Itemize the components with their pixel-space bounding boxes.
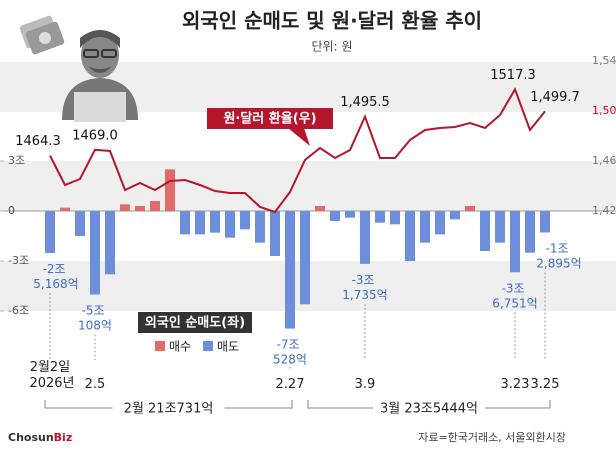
logo-part: Biz: [54, 431, 73, 444]
value-label: -5조 108억: [78, 303, 112, 332]
bar: [345, 211, 355, 218]
bar: [525, 211, 535, 253]
legend-box: [138, 312, 252, 333]
value-label: 1,495.5: [340, 95, 390, 110]
bar: [270, 211, 280, 256]
legend-label: 원·달러 환율(우): [223, 111, 316, 127]
bar: [450, 211, 460, 220]
legend-swatch: [203, 341, 213, 351]
bar: [225, 211, 235, 238]
logo: ChosunBiz: [8, 431, 72, 444]
legend-swatch: [155, 341, 165, 351]
bar: [255, 211, 265, 243]
x-tick-label: 2.5: [85, 377, 106, 392]
x-tick-label: 3.23: [501, 377, 530, 392]
bar: [195, 211, 205, 235]
y-tick-label: 3조: [8, 154, 25, 167]
bar: [510, 211, 520, 273]
bar: [435, 211, 445, 235]
bar: [465, 206, 475, 211]
chart-title: 외국인 순매도 및 원·달러 환율 추이: [182, 9, 482, 33]
bar: [75, 211, 85, 236]
line: [49, 87, 546, 214]
callout-pointer: [288, 128, 310, 146]
y2-tick-label: 1,500: [592, 104, 616, 117]
x-tick-label: 3.9: [355, 377, 376, 392]
value-label: -7조 528억: [273, 337, 307, 366]
bar: [90, 211, 100, 295]
bar: [285, 211, 295, 329]
bracket-gap: [112, 400, 225, 416]
y2-tick-label: 1,420: [592, 204, 616, 217]
bar: [165, 169, 175, 211]
bar: [210, 211, 220, 233]
band: [0, 161, 616, 211]
bar: [360, 211, 370, 264]
bar: [180, 211, 190, 235]
bar: [240, 211, 250, 230]
period-total: 2월 21조731억: [124, 402, 214, 417]
bar: [405, 211, 415, 261]
bar: [60, 207, 70, 211]
bar: [390, 211, 400, 225]
legend-label: 매수: [169, 340, 191, 354]
bracket-gap: [373, 400, 485, 416]
source: 자료=한국거래소, 서울외환시장: [418, 431, 566, 444]
illustration: [19, 15, 138, 122]
bar: [150, 201, 160, 211]
value-label: -2조 5,168억: [33, 261, 78, 290]
value-label: 1,499.7: [530, 90, 580, 105]
period-total: 3월 23조5444억: [380, 402, 478, 417]
y-tick-label: 0: [8, 204, 15, 217]
x-tick-label: 2월2일 2026년: [29, 360, 74, 391]
y2-tick-label: 1,540: [592, 54, 616, 67]
x-tick-label: 2.27: [276, 377, 305, 392]
y-tick-label: -6조: [8, 304, 29, 317]
bar: [540, 211, 550, 233]
bar: [120, 204, 130, 211]
legend-title: 외국인 순매도(좌): [145, 315, 245, 331]
bar: [420, 211, 430, 243]
y-tick-label: -3조: [8, 254, 29, 267]
value-label: 1517.3: [490, 68, 536, 83]
x-tick-label: 3.25: [531, 377, 560, 392]
value-label: 1464.3: [15, 134, 61, 149]
bar: [45, 211, 55, 253]
bar: [330, 211, 340, 221]
bar: [480, 211, 490, 251]
callout-box: [207, 108, 333, 129]
value-label: -3조 1,735억: [342, 272, 387, 301]
value-label: -3조 6,751억: [492, 281, 537, 310]
subtitle: 단위: 원: [312, 40, 353, 54]
bar: [105, 211, 115, 275]
value-label: 1469.0: [72, 128, 118, 143]
value-label: -1조 2,895억: [536, 241, 581, 270]
bar: [375, 211, 385, 223]
bar: [135, 206, 145, 211]
bar: [315, 206, 325, 211]
bar: [495, 211, 505, 243]
logo-part: Chosun: [8, 431, 54, 444]
bar: [300, 211, 310, 305]
y2-tick-label: 1,460: [592, 154, 616, 167]
legend-label: 매도: [217, 340, 239, 354]
